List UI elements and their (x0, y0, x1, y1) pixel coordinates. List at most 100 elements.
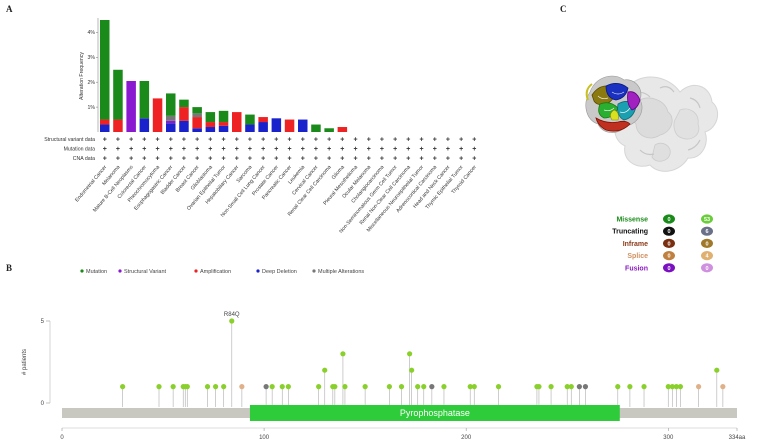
b-legend: Mutation Structural Variant Amplification D… (80, 269, 364, 275)
a-bar-segment (179, 99, 189, 108)
lollipop-head[interactable] (386, 384, 392, 390)
a-row-marker: + (142, 137, 146, 144)
lollipop-head[interactable] (720, 384, 726, 390)
lollipop-head[interactable] (582, 384, 589, 390)
lollipop-head[interactable] (576, 384, 582, 390)
a-row-marker: + (274, 146, 278, 153)
lollipop-head[interactable] (340, 351, 346, 357)
a-row-marker: + (406, 156, 410, 163)
lollipop-head[interactable] (279, 384, 285, 390)
a-row-marker: + (208, 146, 212, 153)
mutation-type-label: Missense (616, 217, 648, 224)
lollipop-head[interactable] (184, 384, 190, 390)
lollipop-head[interactable] (677, 384, 684, 390)
a-bar-segment (232, 112, 242, 132)
a-row-marker: + (288, 156, 292, 163)
a-row-marker: + (235, 137, 239, 144)
a-bar-segment (218, 122, 229, 126)
a-row-marker: + (169, 156, 173, 163)
a-row-marker: + (446, 137, 450, 144)
b-legend-label: Mutation (86, 269, 107, 275)
count-pill-right-label: 6 (705, 229, 708, 235)
lollipop-head[interactable] (467, 384, 473, 390)
lollipop-head[interactable] (495, 384, 502, 390)
lollipop-head[interactable] (229, 318, 235, 324)
a-row-marker: + (261, 156, 265, 163)
lollipop-head[interactable] (263, 384, 269, 390)
a-bar-segment (113, 119, 123, 132)
lollipop-head[interactable] (120, 384, 126, 390)
a-row-marker: + (459, 146, 463, 153)
a-row-marker: + (393, 146, 397, 153)
b-lollipops (120, 318, 726, 407)
a-row-marker: + (235, 156, 239, 163)
lollipop-head[interactable] (673, 384, 679, 390)
b-axes: 05 (41, 319, 51, 407)
a-bar-segment (126, 80, 136, 132)
lollipop-head[interactable] (332, 384, 338, 390)
lollipop-head[interactable] (548, 384, 554, 390)
lollipop-head[interactable] (471, 384, 477, 390)
lollipop-head[interactable] (568, 384, 574, 390)
lollipop-head[interactable] (322, 367, 328, 373)
lollipop-head[interactable] (212, 384, 219, 390)
a-y-tick-label: 3% (88, 55, 96, 61)
a-row-marker: + (169, 137, 173, 144)
lollipop-head[interactable] (714, 367, 720, 373)
a-row-marker: + (367, 146, 371, 153)
a-row-marker: + (103, 156, 107, 163)
a-bar-segment (245, 114, 255, 125)
lollipop-head[interactable] (239, 384, 245, 390)
lollipop-head[interactable] (221, 384, 227, 390)
lollipop-head[interactable] (170, 384, 176, 390)
pyrophosphatase-domain[interactable] (249, 405, 620, 421)
lollipop-head[interactable] (564, 384, 570, 390)
lollipop-head[interactable] (342, 384, 348, 390)
count-pill-left (663, 214, 675, 224)
lollipop-head[interactable] (415, 384, 421, 390)
lollipop-head[interactable] (429, 384, 435, 390)
lollipop-head[interactable] (669, 384, 675, 390)
lollipop-head[interactable] (441, 384, 447, 390)
a-row-marker: + (208, 137, 212, 144)
lollipop-head[interactable] (407, 351, 413, 357)
a-bar-segment (271, 118, 282, 132)
a-row-marker: + (340, 156, 344, 163)
a-bar-segment (100, 119, 110, 125)
a-row-marker: + (195, 156, 199, 163)
a-bar-segment (324, 128, 334, 132)
lollipop-head[interactable] (204, 384, 211, 390)
a-bar-segment (166, 120, 176, 124)
a-row-marker: + (222, 146, 226, 153)
a-row-marker: + (446, 146, 450, 153)
lollipop-head[interactable] (316, 384, 322, 390)
structure-colored-domain (585, 75, 643, 133)
lollipop-head[interactable] (536, 384, 542, 390)
mutation-type-legend: Missense 0 53 Truncating 0 6 Inframe 0 0 Splice 0 4… (612, 214, 713, 273)
a-y-tick-label: 1% (88, 105, 96, 111)
lollipop-head[interactable] (641, 384, 647, 390)
a-bar-segment (166, 93, 176, 116)
a-row-marker: + (301, 146, 305, 153)
lollipop-head[interactable] (627, 384, 633, 390)
lollipop-head[interactable] (615, 384, 621, 390)
lollipop-head[interactable] (409, 367, 415, 373)
lollipop-head[interactable] (362, 384, 368, 390)
a-row-marker: + (433, 146, 437, 153)
lollipop-head[interactable] (285, 384, 291, 390)
b-legend-swatch (118, 269, 122, 273)
lollipop-head[interactable] (156, 384, 162, 390)
lollipop-head[interactable] (398, 384, 405, 390)
count-pill-right-label: 53 (704, 217, 710, 223)
a-bar-segment (113, 69, 123, 120)
lollipop-head[interactable] (696, 384, 702, 390)
a-row-marker: + (248, 156, 252, 163)
lollipop-head[interactable] (269, 384, 275, 390)
a-row-marker: + (367, 137, 371, 144)
a-bar-segment (258, 117, 268, 123)
lollipop-head[interactable] (421, 384, 427, 390)
a-row-marker: + (288, 137, 292, 144)
b-x-tick-label: 300 (663, 435, 674, 441)
b-x-tick-label: 100 (259, 435, 270, 441)
lollipop-head[interactable] (665, 384, 671, 390)
